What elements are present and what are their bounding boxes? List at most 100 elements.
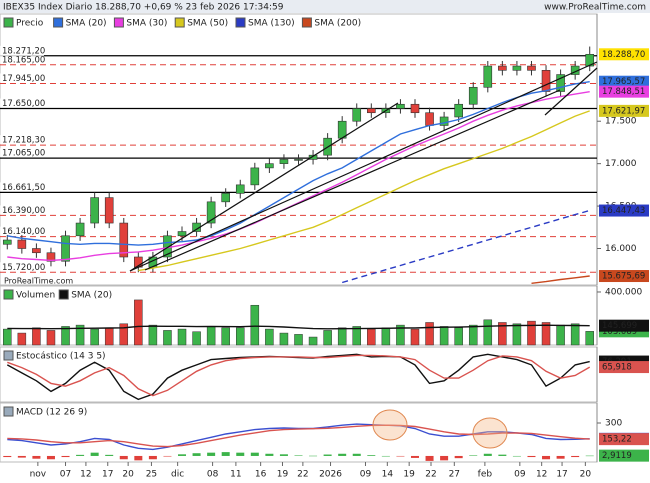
volume-bar [250,304,260,346]
histogram-bar [585,455,594,457]
series-line [7,424,590,448]
highlight [372,409,408,441]
candle-body [177,231,187,237]
volume-bar [570,323,580,346]
histogram-bar [338,453,347,456]
histogram-bar [105,454,114,456]
volume-bar [337,327,347,346]
volume-bar [206,326,216,346]
histogram-bar [134,455,143,461]
histogram-bar [265,453,274,456]
y-tick-label: 400.000 [605,287,642,297]
volume-bar [410,328,420,346]
level-label-bg [0,73,44,83]
candle-body [425,112,434,126]
value-box [599,204,649,217]
histogram-bar [571,455,580,458]
trendline [129,102,399,272]
volume-bar [177,328,187,346]
volume-bar [498,322,507,346]
histogram-bar [250,452,259,456]
candle-body [468,86,478,105]
volume-bar [425,322,434,346]
histogram-bar [309,455,318,457]
candle-body [2,239,12,245]
highlight [472,417,508,449]
volume-bar [104,327,114,346]
histogram-bar [163,455,172,457]
legend-swatch [58,289,69,300]
volume-bar [468,324,478,346]
x-tick-label: 25 [146,470,157,480]
histogram-bar [381,455,390,457]
candle-body [250,167,260,186]
x-tick-label: 12 [80,470,91,480]
histogram-bar [294,455,303,456]
level-label-bg [0,182,44,192]
legend-label: Precio [16,19,44,29]
header-site: www.ProRealTime.com [544,3,646,13]
legend-label: Volumen [16,291,55,301]
x-tick-label: 16 [255,470,267,480]
candle-body [498,65,507,71]
histogram-bar [17,455,26,458]
level-label: 17.945,00 [2,74,45,84]
value-box [599,449,649,462]
value-box-label: 2,9119 [602,451,632,461]
histogram-bar [396,455,405,457]
legend-swatch [3,289,14,300]
x-tick-label: 09 [360,470,372,480]
x-tick-label: 2026 [319,470,342,480]
series-line [7,324,590,330]
histogram-bar [352,453,361,456]
histogram-bar [46,455,55,460]
histogram-bar [454,455,463,459]
legend-label: SMA (200) [314,19,361,29]
x-tick-label: 09 [514,470,526,480]
y-tick-label: 16.000 [605,244,637,254]
trendline [544,67,598,116]
x-tick-label: 12 [536,470,547,480]
level-label: 18.165,00 [2,55,45,65]
level-label: 16.661,50 [2,183,45,193]
candle-body [279,159,289,164]
candle-body [32,248,41,254]
level-label-bg [0,262,44,272]
histogram-bar [483,453,492,456]
histogram-bar [61,455,70,458]
histogram-bar [410,455,419,458]
value-box-label: 16.447,43 [602,206,645,216]
trendlines [129,61,598,272]
x-tick-label: 20 [580,470,592,480]
x-tick-label: dic [171,470,184,480]
value-box [599,75,649,88]
legend-swatch [3,406,14,417]
histogram-bar [119,455,128,460]
volume-bar [192,331,201,346]
candle-body [512,65,522,71]
candle-body [235,184,245,194]
level-label: 15.720,00 [2,263,45,273]
legend-label: MACD (12 26 9) [16,408,87,418]
candle-body [585,53,595,67]
volume-bar [308,336,318,346]
x-tick-label: 27 [449,470,460,480]
histogram-bar [425,455,434,461]
histogram-bar [279,454,288,456]
candle-body [104,197,114,224]
volume-bar [541,322,551,346]
legend-label: SMA (20) [66,19,107,29]
value-box [599,104,649,117]
value-box [599,85,649,98]
volume-bar [265,328,274,346]
volume-bar [75,324,85,346]
legend-label: SMA (50) [187,19,228,29]
x-tick-label: 19 [277,470,289,480]
y-tick-label: 300 [605,419,622,429]
volume-bar [46,330,56,346]
x-tick-label: 17 [556,470,567,480]
volume-bar [367,328,376,346]
trendline [144,89,561,271]
x-tick-label: 19 [403,470,415,480]
legend-label: Estocástico (14 3 5) [16,352,106,362]
